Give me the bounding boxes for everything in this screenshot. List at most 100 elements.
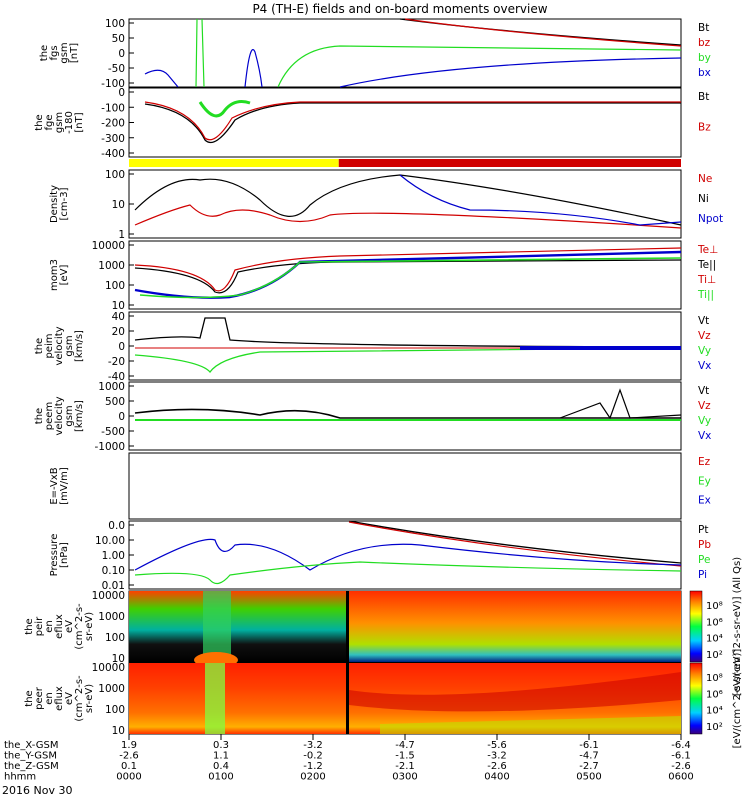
trace-curves xyxy=(134,18,682,585)
y-axis-label-line: [nT] xyxy=(74,112,85,132)
y-axis-label-line: eflux xyxy=(54,614,65,639)
panel-9: 0.0 10.00 1.00 0.10 0.01 Pressure[nPa] Pt Pb Pe P… xyxy=(49,520,711,592)
y-tick-label: -100 xyxy=(101,102,125,114)
y-axis-label: thepeirenefluxeV(cm^2-s-sr-eV) xyxy=(24,603,95,650)
y-axis-label-line: velocity xyxy=(54,326,65,365)
tpar-trace xyxy=(134,259,682,294)
y-tick-label: 100 xyxy=(105,704,125,716)
y-axis-label-line: velocity xyxy=(54,396,65,435)
y-tick-label: 40 xyxy=(112,311,125,323)
x-tick-label: -3.2 xyxy=(487,751,507,762)
y-axis-label-line: eflux xyxy=(54,686,65,711)
peir-heatmap-right xyxy=(349,591,681,662)
vt2-burst xyxy=(559,388,682,420)
legend-entry: Ey xyxy=(698,475,711,487)
y-axis-label: Pressure[nPa] xyxy=(49,534,70,577)
colorbar-tick-label: 10⁸ xyxy=(706,673,723,684)
x-tick-label: 0000 xyxy=(116,772,141,783)
x-tick-label: -2.6 xyxy=(119,751,139,762)
x-tick-label: 0200 xyxy=(300,772,325,783)
legend-entry: Vz xyxy=(698,330,711,342)
legend-entry: Pb xyxy=(698,539,711,551)
x-tick-label: 0.3 xyxy=(213,740,229,751)
legend-entry: Ez xyxy=(698,456,711,468)
legend-entry: Te|| xyxy=(697,259,716,271)
x-tick-label: -6.4 xyxy=(671,740,691,751)
y-tick-label: -300 xyxy=(101,133,125,145)
y-tick-label: 50 xyxy=(112,33,125,45)
y-axis-label-line: fgs xyxy=(49,45,60,60)
y-axis-label-line: Density xyxy=(49,185,60,223)
y-axis-label-line: gsm xyxy=(64,405,75,426)
x-tick-label: -2.7 xyxy=(579,761,599,772)
y-axis-label-line: peem xyxy=(44,402,55,430)
y-axis-label-line: sr-eV) xyxy=(84,684,95,713)
colorbar-tick-label: 10² xyxy=(706,722,723,733)
legend-entry: Bt xyxy=(698,91,709,103)
panel-5: 10000 1000 100 10 mom3[eV] Te⊥ Te|| Ti⊥ Ti|| xyxy=(49,240,718,312)
bz2-trace xyxy=(144,101,681,141)
y-tick-label: 0.01 xyxy=(102,580,125,592)
y-axis-label-line: en xyxy=(44,692,55,705)
x-tick-label: 0400 xyxy=(484,772,509,783)
y-tick-label: 0 xyxy=(118,48,125,60)
panel-4: 100 10 1 Density[cm-3] Ne Ni Npot xyxy=(49,169,723,241)
vy-trace xyxy=(134,347,682,374)
x-axis-row-label: the_Z-GSM xyxy=(4,761,59,772)
y-axis-label-line: Pressure xyxy=(49,534,60,577)
panel-frame xyxy=(128,18,682,88)
x-tick-label: 0300 xyxy=(392,772,417,783)
y-tick-label: 10 xyxy=(112,653,125,665)
colorbar-1 xyxy=(689,590,703,663)
y-tick-label: 0.0 xyxy=(108,520,125,532)
legend-entry: Pe xyxy=(698,554,710,566)
spectrogram-fills xyxy=(129,590,703,735)
y-axis-label-line: [mV/m] xyxy=(59,467,70,505)
y-tick-label: 1000 xyxy=(98,260,125,272)
y-axis-label-line: peer xyxy=(34,686,45,710)
figure-title: P4 (TH-E) fields and on-board moments ov… xyxy=(252,2,547,16)
legend-entry: Vy xyxy=(698,415,711,427)
colorbar-tick-label: 10² xyxy=(706,650,723,661)
panel-8: E=-VxB[mV/m] Ez Ey Ex xyxy=(49,452,711,520)
colorbar-tick-label: 10⁴ xyxy=(706,634,723,645)
legend-entry: Vt xyxy=(698,385,709,397)
y-axis-label-line: (cm^2-s- xyxy=(74,675,85,722)
colorbar-label: [eV/(cm^2-s-sr-eV)] xyxy=(732,649,743,749)
legend-entry: Ti|| xyxy=(697,289,714,301)
ti-par-trace xyxy=(139,257,682,299)
legend-entry: Ex xyxy=(698,495,711,507)
y-axis-label-line: peim xyxy=(44,333,55,358)
peer-upper-band xyxy=(349,672,681,712)
y-axis-label-line: gsm xyxy=(59,42,70,63)
pb-trace xyxy=(348,521,682,567)
bt-trace xyxy=(399,18,682,46)
y-tick-label: 10000 xyxy=(92,662,125,674)
y-tick-label: 1000 xyxy=(98,611,125,623)
y-tick-label: 1000 xyxy=(98,683,125,695)
y-axis-label-line: (cm^2-s- xyxy=(74,603,85,650)
x-tick-label: -6.1 xyxy=(671,751,691,762)
y-axis-label-line: the xyxy=(34,338,45,354)
colorbar-label: [eV/(cm^2-s-sr-eV)] (All Qs) xyxy=(732,557,743,696)
mode-bar-segment xyxy=(338,159,681,167)
y-axis-label: Density[cm-3] xyxy=(49,185,70,223)
y-tick-label: 1.00 xyxy=(102,550,125,562)
legend-entry: Bz xyxy=(698,122,711,134)
y-axis-label-line: [km/s] xyxy=(74,330,85,362)
legend-entry: Ti⊥ xyxy=(697,274,716,286)
ni-trace xyxy=(134,174,682,226)
y-axis-label-line: sr-eV) xyxy=(84,612,95,641)
x-axis-row-label: the_X-GSM xyxy=(4,740,58,751)
y-tick-label: 0.10 xyxy=(102,565,125,577)
y-tick-label: 100 xyxy=(105,18,125,30)
legend-entry: bz xyxy=(698,37,711,49)
y-axis-label-line: [km/s] xyxy=(74,400,85,432)
y-axis-label-line: -180 xyxy=(64,111,75,134)
peir-gap xyxy=(346,591,349,662)
y-tick-label: 10 xyxy=(112,725,125,737)
panel-2: 0 -100 -200 -300 -400 thefgegsm-180[nT] Bt Bz xyxy=(34,87,711,160)
legend-entry: Vx xyxy=(698,360,711,372)
legend-entry: Npot xyxy=(698,213,723,225)
